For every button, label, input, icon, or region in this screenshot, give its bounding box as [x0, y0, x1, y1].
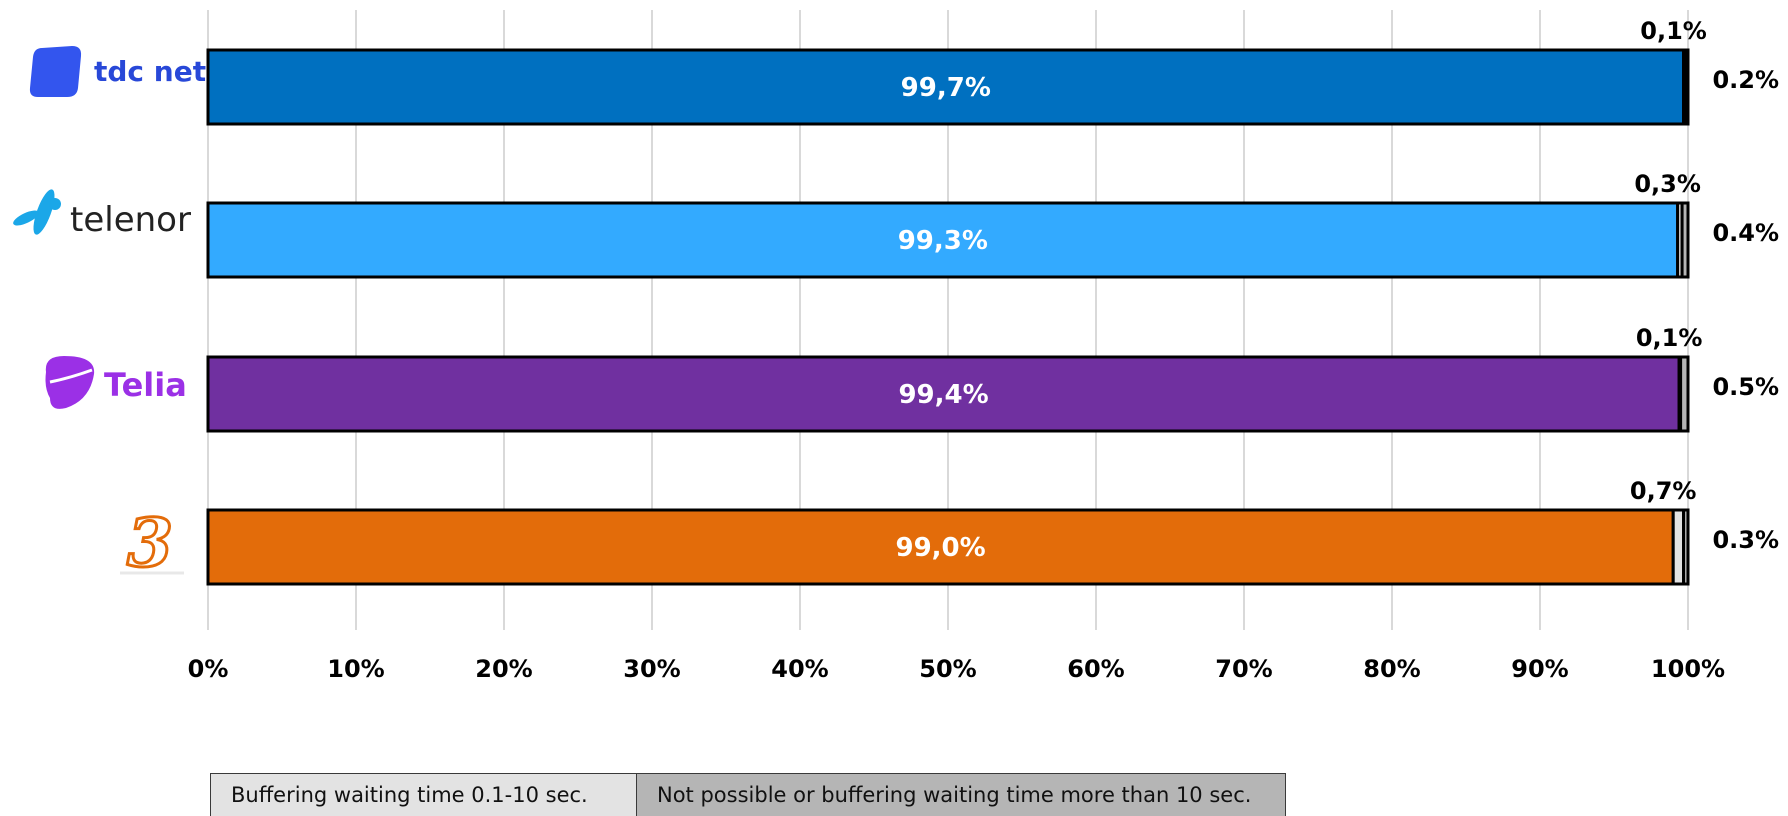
bar-failure [1680, 201, 1690, 279]
bar-failure [1683, 48, 1690, 126]
bar-failure [1682, 508, 1690, 586]
bar-main [206, 201, 1680, 279]
bar-main-label: 99,0% [895, 533, 985, 563]
bar-buffering-label: 0,1% [1640, 17, 1707, 45]
bar-buffering-label: 0,1% [1636, 324, 1703, 352]
bar-main [206, 355, 1681, 433]
x-tick-label: 90% [1511, 655, 1568, 683]
bar-failure-label: 0.2% [1712, 66, 1779, 94]
telia-wordmark: Telia [104, 366, 187, 404]
telenor-mark [49, 198, 61, 210]
x-tick-label: 20% [475, 655, 532, 683]
telia-mark [45, 356, 95, 409]
legend-item-buffering: Buffering waiting time 0.1-10 sec. [211, 774, 636, 816]
x-tick-label: 30% [623, 655, 680, 683]
legend-label-failure: Not possible or buffering waiting time m… [657, 783, 1252, 807]
tdc-net-mark [29, 46, 82, 97]
x-tick-label: 70% [1215, 655, 1272, 683]
bar-main [206, 508, 1675, 586]
x-tick-label: 60% [1067, 655, 1124, 683]
bar-buffering-label: 0,3% [1634, 170, 1701, 198]
bar-buffering [1671, 508, 1686, 586]
bar-main-label: 99,4% [898, 380, 988, 410]
telenor-mark [13, 210, 39, 226]
legend-label-buffering: Buffering waiting time 0.1-10 sec. [231, 783, 588, 807]
bar-failure-label: 0.4% [1712, 219, 1779, 247]
bar-buffering-label: 0,7% [1630, 477, 1697, 505]
legend: Buffering waiting time 0.1-10 sec. Not p… [210, 773, 1286, 816]
x-tick-label: 50% [919, 655, 976, 683]
bar-main-label: 99,3% [898, 226, 988, 256]
three-logo: 3 [120, 503, 184, 584]
telenor-mark [33, 189, 55, 235]
tdc-net-logo: tdc net [29, 46, 206, 97]
x-axis-ticks: 0% 10% 20% 30% 40% 50% 60% 70% 80% 90% 100% [188, 655, 1725, 683]
operator-logos: tdc net telenor Telia 3 [13, 46, 206, 584]
tdc-net-wordmark: tdc net [94, 55, 206, 88]
bar-failure-label: 0.3% [1712, 526, 1779, 554]
bar-failure [1679, 355, 1690, 433]
bar-main-label: 99,7% [901, 73, 991, 103]
telenor-logo: telenor [13, 189, 191, 240]
x-tick-label: 40% [771, 655, 828, 683]
three-mark: 3 [127, 504, 173, 582]
bar-failure-label: 0.5% [1712, 373, 1779, 401]
telenor-wordmark: telenor [70, 200, 191, 240]
telia-logo: Telia [45, 356, 187, 409]
x-tick-label: 100% [1651, 655, 1725, 683]
x-tick-label: 10% [327, 655, 384, 683]
x-tick-label: 80% [1363, 655, 1420, 683]
bars [206, 48, 1690, 586]
legend-item-failure: Not possible or buffering waiting time m… [636, 774, 1285, 816]
x-tick-label: 0% [188, 655, 229, 683]
telia-mark [49, 368, 93, 384]
data-labels: 99,7%0,1%0.2%99,3%0,3%0.4%99,4%0,1%0.5%9… [895, 17, 1779, 563]
